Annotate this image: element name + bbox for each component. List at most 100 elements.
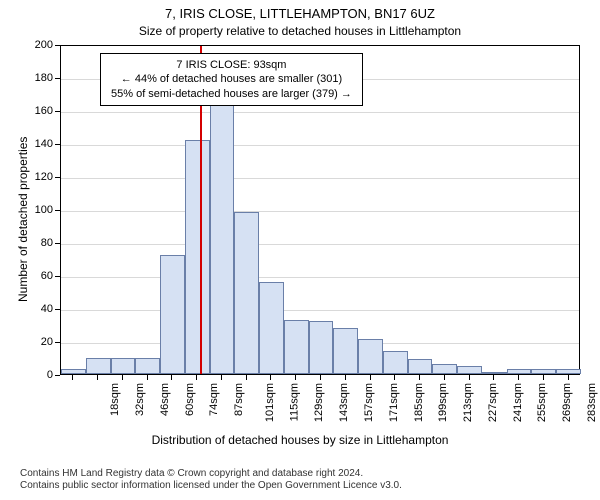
histogram-bar: [135, 358, 160, 375]
xtick-label: 171sqm: [388, 383, 400, 422]
ytick-mark: [55, 375, 60, 376]
histogram-bar: [234, 212, 259, 374]
ytick-mark: [55, 276, 60, 277]
histogram-bar: [185, 140, 210, 374]
histogram-bar: [507, 369, 532, 374]
x-axis-label: Distribution of detached houses by size …: [0, 433, 600, 447]
chart-title: 7, IRIS CLOSE, LITTLEHAMPTON, BN17 6UZ: [0, 6, 600, 21]
ytick-label: 80: [25, 237, 53, 249]
histogram-bar: [556, 369, 581, 374]
histogram-bar: [111, 358, 136, 375]
ytick-label: 120: [25, 171, 53, 183]
xtick-mark: [97, 375, 98, 380]
ytick-label: 60: [25, 270, 53, 282]
xtick-label: 227sqm: [487, 383, 499, 422]
xtick-mark: [320, 375, 321, 380]
histogram-bar: [210, 97, 235, 374]
histogram-bar: [457, 366, 482, 374]
gridline: [61, 211, 579, 212]
xtick-mark: [72, 375, 73, 380]
histogram-bar: [482, 372, 507, 374]
xtick-mark: [221, 375, 222, 380]
xtick-mark: [295, 375, 296, 380]
ytick-label: 100: [25, 204, 53, 216]
xtick-label: 46sqm: [159, 383, 171, 416]
ytick-label: 0: [25, 369, 53, 381]
xtick-label: 185sqm: [413, 383, 425, 422]
info-line-larger: 55% of semi-detached houses are larger (…: [111, 87, 352, 101]
xtick-label: 143sqm: [338, 383, 350, 422]
xtick-mark: [171, 375, 172, 380]
xtick-mark: [370, 375, 371, 380]
gridline: [61, 112, 579, 113]
xtick-label: 74sqm: [208, 383, 220, 416]
xtick-label: 241sqm: [512, 383, 524, 422]
ytick-mark: [55, 309, 60, 310]
xtick-label: 32sqm: [134, 383, 146, 416]
xtick-label: 283sqm: [586, 383, 598, 422]
xtick-label: 101sqm: [264, 383, 276, 422]
xtick-mark: [147, 375, 148, 380]
histogram-bar: [284, 320, 309, 374]
xtick-mark: [345, 375, 346, 380]
ytick-label: 160: [25, 105, 53, 117]
ytick-label: 200: [25, 39, 53, 51]
histogram-bar: [86, 358, 111, 375]
histogram-bar: [408, 359, 433, 374]
xtick-mark: [122, 375, 123, 380]
histogram-bar: [358, 339, 383, 374]
histogram-bar: [383, 351, 408, 374]
ytick-mark: [55, 144, 60, 145]
info-box: 7 IRIS CLOSE: 93sqm ← 44% of detached ho…: [100, 53, 363, 106]
footer-line-1: Contains HM Land Registry data © Crown c…: [20, 468, 363, 480]
xtick-label: 157sqm: [363, 383, 375, 422]
xtick-mark: [469, 375, 470, 380]
xtick-mark: [568, 375, 569, 380]
ytick-mark: [55, 111, 60, 112]
xtick-label: 115sqm: [288, 383, 300, 421]
gridline: [61, 277, 579, 278]
footer-line-2: Contains public sector information licen…: [20, 480, 402, 492]
histogram-bar: [432, 364, 457, 374]
ytick-mark: [55, 78, 60, 79]
histogram-bar: [309, 321, 334, 374]
xtick-mark: [543, 375, 544, 380]
ytick-label: 180: [25, 72, 53, 84]
info-line-smaller: ← 44% of detached houses are smaller (30…: [111, 72, 352, 86]
chart-container: 7, IRIS CLOSE, LITTLEHAMPTON, BN17 6UZ S…: [0, 0, 600, 500]
xtick-mark: [270, 375, 271, 380]
ytick-mark: [55, 210, 60, 211]
histogram-bar: [160, 255, 185, 374]
histogram-bar: [61, 369, 86, 374]
ytick-mark: [55, 342, 60, 343]
gridline: [61, 178, 579, 179]
histogram-bar: [531, 369, 556, 374]
ytick-label: 20: [25, 336, 53, 348]
xtick-mark: [419, 375, 420, 380]
xtick-label: 269sqm: [561, 383, 573, 422]
ytick-label: 40: [25, 303, 53, 315]
xtick-label: 87sqm: [233, 383, 245, 416]
xtick-label: 129sqm: [314, 383, 326, 422]
ytick-mark: [55, 243, 60, 244]
histogram-bar: [333, 328, 358, 374]
histogram-bar: [259, 282, 284, 374]
xtick-mark: [493, 375, 494, 380]
xtick-label: 255sqm: [536, 383, 548, 422]
ytick-mark: [55, 45, 60, 46]
ytick-mark: [55, 177, 60, 178]
chart-subtitle: Size of property relative to detached ho…: [0, 24, 600, 38]
xtick-label: 18sqm: [109, 383, 121, 416]
info-line-property: 7 IRIS CLOSE: 93sqm: [111, 58, 352, 72]
xtick-mark: [246, 375, 247, 380]
gridline: [61, 244, 579, 245]
xtick-mark: [518, 375, 519, 380]
xtick-mark: [444, 375, 445, 380]
gridline: [61, 310, 579, 311]
gridline: [61, 145, 579, 146]
xtick-mark: [196, 375, 197, 380]
xtick-label: 213sqm: [462, 383, 474, 422]
xtick-label: 60sqm: [184, 383, 196, 416]
xtick-label: 199sqm: [437, 383, 449, 422]
xtick-mark: [394, 375, 395, 380]
